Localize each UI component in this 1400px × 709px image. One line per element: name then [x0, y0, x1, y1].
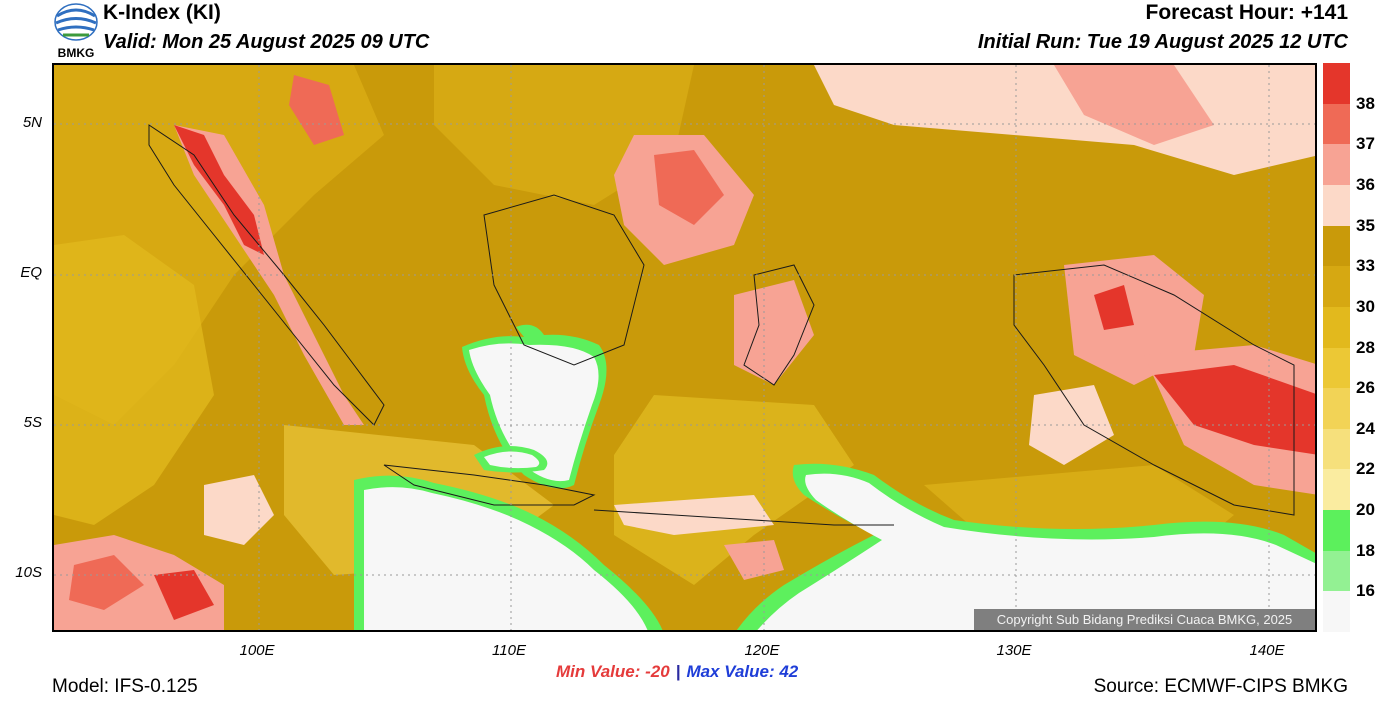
max-value: Max Value: 42: [686, 662, 799, 681]
lat-label-10s: 10S: [15, 564, 42, 581]
model-label: Model: IFS-0.125: [52, 676, 198, 697]
colorbar-label: 30: [1356, 296, 1375, 316]
colorbar-segment: [1323, 469, 1350, 511]
colorbar-label: 37: [1356, 134, 1375, 154]
colorbar-label: 33: [1356, 256, 1375, 276]
colorbar-segment: [1323, 347, 1350, 389]
lon-label-120e: 120E: [744, 642, 780, 659]
colorbar-label: 36: [1356, 174, 1375, 194]
colorbar-segment: [1323, 184, 1350, 227]
valid-time: Valid: Mon 25 August 2025 09 UTC: [103, 31, 430, 53]
forecast-hour: Forecast Hour: +141: [1145, 1, 1349, 24]
lon-label-110e: 110E: [492, 642, 526, 659]
lon-label-100e: 100E: [239, 642, 275, 659]
value-separator: |: [675, 662, 681, 681]
colorbar-segment: [1323, 591, 1350, 633]
colorbar-segment: [1323, 225, 1350, 267]
colorbar-segment: [1323, 550, 1350, 592]
min-max-values: Min Value: -20 | Max Value: 42: [556, 662, 798, 682]
colorbar-label: 18: [1356, 540, 1375, 560]
colorbar-label: 16: [1356, 581, 1375, 601]
chart-title: K-Index (KI): [103, 1, 221, 24]
svg-text:BMKG: BMKG: [58, 46, 95, 60]
colorbar-segment: [1323, 428, 1350, 470]
colorbar-segment: [1323, 266, 1350, 308]
colorbar-label: 26: [1356, 378, 1375, 398]
k-index-map: Copyright Sub Bidang Prediksi Cuaca BMKG…: [52, 63, 1317, 632]
colorbar: [1323, 63, 1350, 633]
colorbar-segment: [1323, 388, 1350, 430]
colorbar-label: 20: [1356, 500, 1375, 520]
lat-label-5n: 5N: [22, 114, 42, 131]
bmkg-logo: BMKG: [52, 2, 100, 60]
colorbar-label: 35: [1356, 215, 1375, 235]
lon-label-140e: 140E: [1249, 642, 1285, 659]
colorbar-label: 38: [1356, 93, 1375, 113]
colorbar-segment: [1323, 144, 1350, 186]
colorbar-segment: [1323, 63, 1350, 105]
colorbar-label: 24: [1356, 418, 1375, 438]
colorbar-label: 22: [1356, 459, 1375, 479]
lon-label-130e: 130E: [996, 642, 1032, 659]
colorbar-segment: [1323, 510, 1350, 552]
lat-label-5s: 5S: [23, 414, 42, 431]
copyright-notice: Copyright Sub Bidang Prediksi Cuaca BMKG…: [974, 609, 1315, 630]
initial-run: Initial Run: Tue 19 August 2025 12 UTC: [977, 31, 1348, 53]
lat-label-eq: EQ: [20, 264, 42, 281]
colorbar-segment: [1323, 103, 1350, 145]
colorbar-segment: [1323, 306, 1350, 348]
source-label: Source: ECMWF-CIPS BMKG: [1093, 676, 1348, 697]
min-value: Min Value: -20: [556, 662, 670, 681]
colorbar-label: 28: [1356, 337, 1375, 357]
